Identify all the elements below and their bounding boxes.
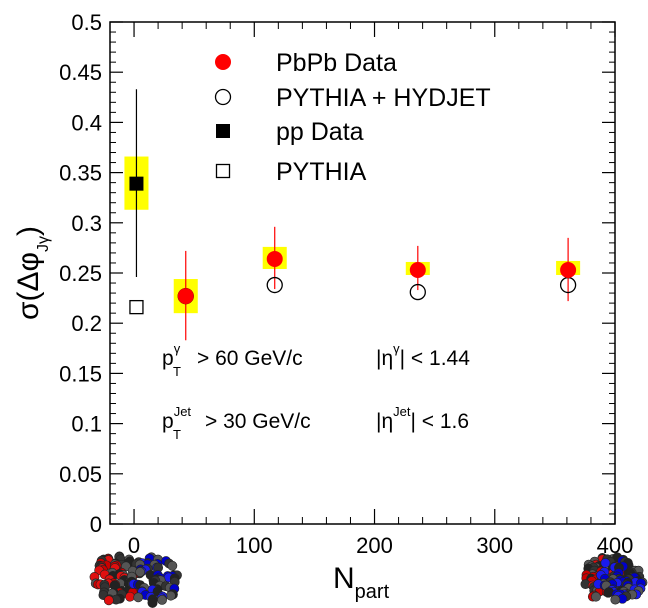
legend-marker-pp xyxy=(216,124,230,138)
annotation-jet-cuts: pJet T > 30 GeV/c |ηJet| < 1.6 xyxy=(162,404,469,442)
data-markers xyxy=(129,176,577,315)
legend-marker-pythia-hydjet xyxy=(214,88,232,106)
svg-text:|ηγ| < 1.44: |ηγ| < 1.44 xyxy=(376,341,470,370)
nucleon xyxy=(147,598,158,608)
annotation-pt-symbol: p xyxy=(162,347,174,370)
nucleon xyxy=(135,567,146,577)
central-collision-nuclei-icon xyxy=(580,552,648,605)
svg-text:pJet: pJet xyxy=(162,404,191,433)
axes: 0 0.05 0.1 0.15 0.2 0.25 0.3 0.35 0.4 0.45 0.5 0 100… xyxy=(59,10,633,558)
y-tick-label: 0 xyxy=(90,512,102,537)
x-tick-label: 200 xyxy=(356,533,393,558)
annotation-eta-open: |η xyxy=(376,347,393,370)
annotation-jet-eta-cut: | < 1.6 xyxy=(410,410,469,433)
y-tick-label: 0.35 xyxy=(59,161,102,186)
nucleon xyxy=(157,594,167,605)
pbpb-data-point xyxy=(266,250,283,267)
annotation-jet-eta-sup: Jet xyxy=(393,404,411,419)
legend-marker-pythia xyxy=(215,163,231,179)
nucleon xyxy=(103,595,114,606)
x-tick-label: 0 xyxy=(128,533,140,558)
nucleon xyxy=(603,587,614,598)
pbpb-data-point xyxy=(560,261,577,278)
legend-label-pythia: PYTHIA xyxy=(276,158,367,186)
nucleon xyxy=(165,590,176,601)
y-tick-label: 0.05 xyxy=(59,462,102,487)
annotation-jet-pt-symbol: p xyxy=(162,410,174,433)
y-axis-title-subscript: Jγ xyxy=(35,236,52,252)
y-tick-label: 0.5 xyxy=(71,10,102,35)
annotation-jet-pt-cut: > 30 GeV/c xyxy=(205,410,311,433)
pbpb-data-point xyxy=(177,288,194,305)
legend-marker-pbpb xyxy=(215,54,231,70)
pythia-hydjet-point xyxy=(266,276,283,294)
nucleon xyxy=(591,591,601,602)
annotation-pt-cut: > 60 GeV/c xyxy=(197,347,303,370)
annotation-eta-sup: γ xyxy=(393,341,400,356)
legend-label-pp: pp Data xyxy=(276,118,364,146)
y-tick-label: 0.1 xyxy=(71,412,102,437)
annotation-jet-eta-open: |η xyxy=(376,410,393,433)
y-tick-label: 0.3 xyxy=(71,211,102,236)
annotation-jet-pt-sub: T xyxy=(173,427,181,442)
pp-data-point xyxy=(129,176,144,191)
nucleon xyxy=(133,592,144,603)
nucleon xyxy=(125,591,135,602)
annotation-eta-cut: | < 1.44 xyxy=(400,347,471,370)
peripheral-collision-nuclei-icon xyxy=(89,551,182,608)
nucleon xyxy=(610,594,621,605)
x-tick-label: 300 xyxy=(476,533,513,558)
svg-text:pγ: pγ xyxy=(162,341,181,370)
y-axis-title: σ(ΔφJγ) xyxy=(12,226,52,320)
y-tick-label: 0.25 xyxy=(59,261,102,286)
legend: PbPb Data PYTHIA + HYDJET pp Data PYTHIA xyxy=(214,49,491,186)
legend-label-pythia-hydjet: PYTHIA + HYDJET xyxy=(276,84,491,112)
svg-text:|ηJet| < 1.6: |ηJet| < 1.6 xyxy=(376,404,469,433)
pythia-point xyxy=(129,299,144,315)
y-tick-label: 0.2 xyxy=(71,311,102,336)
y-tick-label: 0.45 xyxy=(59,60,102,85)
y-tick-label: 0.4 xyxy=(71,110,102,135)
y-axis-title-close: ) xyxy=(12,226,45,236)
x-axis-title-subscript: part xyxy=(355,581,390,603)
annotation-pt-sub: T xyxy=(173,364,181,379)
legend-label-pbpb: PbPb Data xyxy=(276,49,397,77)
nucleon xyxy=(600,558,611,568)
annotation-jet-pt-sup: Jet xyxy=(174,404,192,419)
annotation-pt-sup: γ xyxy=(174,341,181,356)
nucleon xyxy=(167,560,178,571)
y-tick-label: 0.15 xyxy=(59,361,102,386)
pythia-hydjet-point xyxy=(409,283,426,301)
annotation-photon-cuts: pγ T > 60 GeV/c |ηγ| < 1.44 xyxy=(162,341,470,379)
x-axis-title: Npart xyxy=(333,562,390,603)
pbpb-data-point xyxy=(409,261,426,278)
x-tick-label: 100 xyxy=(236,533,273,558)
